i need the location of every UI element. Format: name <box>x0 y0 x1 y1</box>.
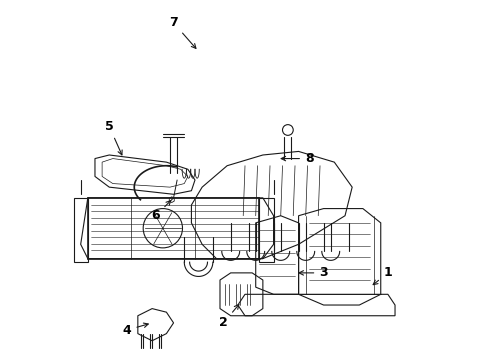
Text: 7: 7 <box>169 16 196 48</box>
Circle shape <box>283 125 293 135</box>
Text: 3: 3 <box>299 266 328 279</box>
Text: 4: 4 <box>122 323 148 337</box>
Text: 6: 6 <box>151 201 171 222</box>
Text: 2: 2 <box>219 305 239 329</box>
Text: 8: 8 <box>281 152 314 165</box>
Text: 5: 5 <box>105 120 122 155</box>
Text: 1: 1 <box>373 266 392 285</box>
